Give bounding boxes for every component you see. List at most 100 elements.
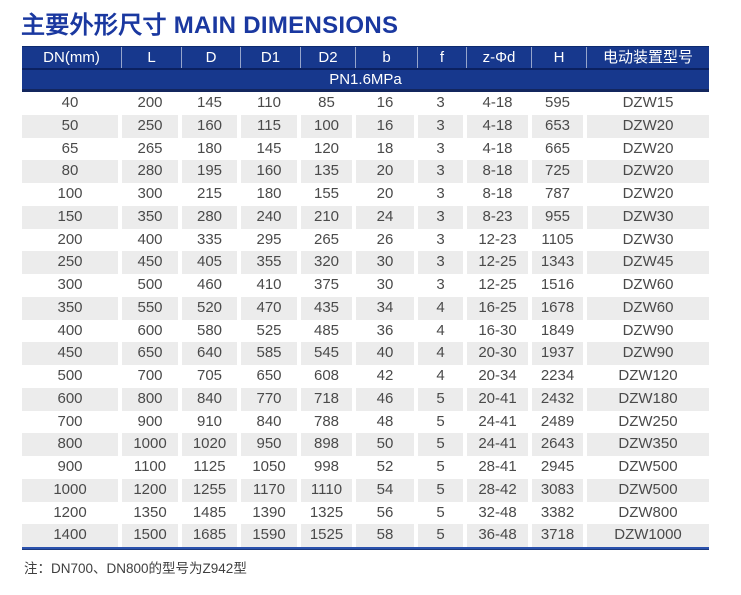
- cell: 800: [22, 433, 122, 456]
- cell: 1105: [532, 228, 587, 252]
- column-header-h: H: [532, 47, 587, 68]
- cell: DZW500: [618, 458, 678, 475]
- cell: DZW30: [622, 207, 674, 225]
- cell: 900: [22, 456, 122, 479]
- cell: 5: [418, 456, 467, 479]
- cell: 295: [241, 228, 301, 252]
- cell: 42: [356, 365, 418, 388]
- cell: 840: [241, 410, 301, 434]
- cell: 65: [22, 137, 122, 161]
- table-row: 700 900 910 840 788 48 5 24-41 2489 DZW250: [22, 410, 709, 434]
- cell: 280: [122, 160, 182, 183]
- table-row: 400 600 580 525 485 36 4 16-30 1849 DZW90: [22, 319, 709, 343]
- table-row: 80 280 195 160 135 20 3 8-18 725 DZW20: [22, 160, 709, 183]
- cell: 3: [418, 205, 467, 229]
- cell: 50: [22, 114, 122, 138]
- cell: 300: [22, 274, 122, 297]
- cell: 787: [532, 183, 587, 206]
- cell: 500: [122, 274, 182, 297]
- table-row: 1400 1500 1685 1590 1525 58 5 36-48 3718 DZW1000: [22, 524, 709, 547]
- column-header-d2: D2: [301, 47, 356, 68]
- cell: 3: [418, 183, 467, 206]
- column-header-l: L: [122, 47, 182, 68]
- cell: 16-30: [467, 319, 532, 343]
- cell: 250: [22, 251, 122, 274]
- cell: 525: [241, 319, 301, 343]
- table-row: 65 265 180 145 120 18 3 4-18 665 DZW20: [22, 137, 709, 161]
- cell: 955: [532, 205, 587, 229]
- cell: 16: [356, 114, 418, 138]
- footnote: 注：DN700、DN800的型号为Z942型: [24, 561, 247, 576]
- cell: 585: [241, 342, 301, 365]
- cell: 20: [356, 160, 418, 183]
- cell: 24-41: [467, 410, 532, 434]
- cell: 650: [122, 342, 182, 365]
- cell: DZW20: [622, 162, 674, 180]
- cell: 725: [532, 160, 587, 183]
- cell: 250: [122, 114, 182, 138]
- cell: 718: [301, 387, 356, 411]
- cell: 180: [241, 183, 301, 206]
- cell: 900: [122, 410, 182, 434]
- cell: 40: [356, 342, 418, 365]
- cell: DZW250: [618, 412, 678, 430]
- cell: DZW20: [622, 185, 674, 202]
- cell: DZW500: [618, 480, 678, 498]
- table-row: 450 650 640 585 545 40 4 20-30 1937 DZW90: [22, 342, 709, 365]
- cell: 1500: [122, 524, 182, 547]
- cell: 12-23: [467, 228, 532, 252]
- cell: 3: [418, 251, 467, 274]
- column-header-f: f: [418, 47, 467, 68]
- cell: 3: [418, 274, 467, 297]
- column-header-actuator-model: 电动装置型号: [602, 49, 693, 66]
- cell: 1485: [182, 501, 241, 525]
- table-row: 50 250 160 115 100 16 3 4-18 653 DZW20: [22, 114, 709, 138]
- dimensions-table: DN(mm) L D D1 D2 b f z-Φd H 电动装置型号 PN1.6…: [22, 46, 709, 550]
- cell: DZW90: [622, 321, 674, 339]
- cell: 50: [356, 433, 418, 456]
- cell: 355: [241, 251, 301, 274]
- cell: DZW1000: [614, 526, 682, 544]
- cell: 40: [22, 92, 122, 115]
- cell: 520: [182, 296, 241, 320]
- cell: 4-18: [467, 92, 532, 115]
- cell: DZW45: [622, 253, 674, 271]
- cell: DZW180: [618, 389, 678, 407]
- cell: 640: [182, 342, 241, 365]
- cell: 34: [356, 296, 418, 320]
- cell: 54: [356, 478, 418, 502]
- cell: 998: [301, 456, 356, 479]
- cell: 265: [122, 137, 182, 161]
- cell: 5: [418, 387, 467, 411]
- cell: 4: [418, 296, 467, 320]
- cell: 3: [418, 228, 467, 252]
- cell: 100: [22, 183, 122, 206]
- cell: 700: [122, 365, 182, 388]
- cell: 135: [301, 160, 356, 183]
- column-header-b: b: [356, 47, 418, 68]
- cell: 788: [301, 410, 356, 434]
- column-header-d: D: [182, 47, 241, 68]
- table-row: 500 700 705 650 608 42 4 20-34 2234 DZW120: [22, 365, 709, 388]
- cell: 1110: [301, 478, 356, 502]
- cell: 300: [122, 183, 182, 206]
- cell: 115: [241, 114, 301, 138]
- cell: 145: [241, 137, 301, 161]
- cell: 1200: [122, 478, 182, 502]
- cell: 12-25: [467, 251, 532, 274]
- cell: 215: [182, 183, 241, 206]
- table-row: 600 800 840 770 718 46 5 20-41 2432 DZW180: [22, 387, 709, 411]
- cell: 150: [22, 205, 122, 229]
- cell: 500: [22, 365, 122, 388]
- cell: 20-34: [467, 365, 532, 388]
- cell: 4: [418, 365, 467, 388]
- cell: 20: [356, 183, 418, 206]
- cell: 100: [301, 114, 356, 138]
- cell: 145: [182, 92, 241, 115]
- cell: 3: [418, 137, 467, 161]
- cell: 5: [418, 410, 467, 434]
- cell: 435: [301, 296, 356, 320]
- cell: 1170: [241, 478, 301, 502]
- cell: 5: [418, 478, 467, 502]
